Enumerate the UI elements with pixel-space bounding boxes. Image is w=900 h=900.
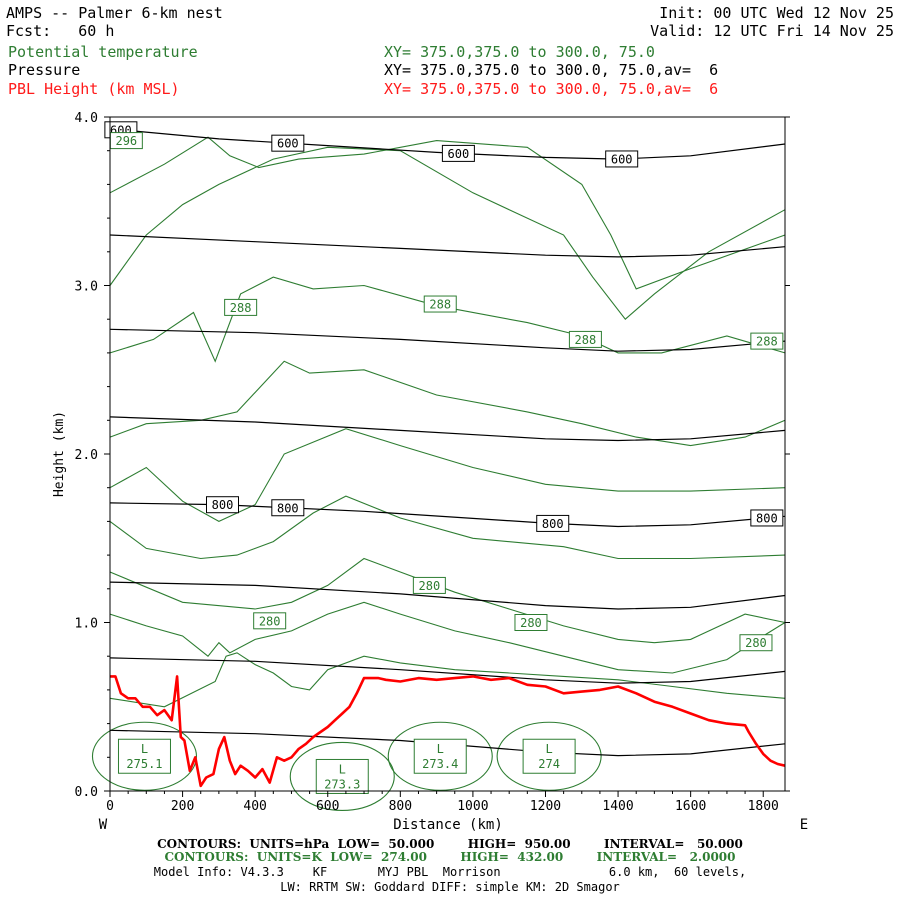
x-tick-label: 1800 [748, 799, 779, 814]
field1-xy: XY= 375.0,375.0 to 300.0, 75.0 [384, 43, 655, 61]
x-tick-label: 400 [243, 799, 266, 814]
theta-minimum-contour [289, 741, 395, 812]
theta-contour-line [109, 146, 786, 320]
east-label: E [800, 817, 808, 833]
pressure-contour-label: 600 [448, 147, 470, 161]
minimum-value: 275.1 [126, 757, 162, 771]
theta-label-box [739, 634, 773, 652]
plot-frame [109, 116, 786, 792]
minimum-marker: L [141, 742, 148, 756]
pressure-contour-line [109, 128, 786, 160]
theta-contour-line [109, 428, 786, 523]
minimum-value: 274 [538, 757, 560, 771]
x-tick-label: 800 [389, 799, 412, 814]
field3-xy: XY= 375.0,375.0 to 300.0, 75.0,av= 6 [384, 80, 719, 98]
theta-contour-line [109, 601, 786, 674]
pressure-contour-line [109, 416, 786, 442]
theta-label-box [750, 332, 784, 350]
theta-contour-label: 280 [520, 616, 542, 630]
x-tick-label: 1600 [675, 799, 706, 814]
pressure-label-box [605, 150, 639, 168]
theta-contour-line [109, 557, 786, 644]
footer-theta-contours: CONTOURS: UNITS=K LOW= 274.00 HIGH= 432.… [164, 850, 736, 864]
field2-name: Pressure [8, 61, 81, 79]
theta-contour-line [109, 495, 786, 560]
minimum-label-box [522, 738, 576, 774]
pressure-contour-label: 800 [212, 498, 234, 512]
theta-label-box [568, 330, 602, 348]
x-tick-label: 1200 [530, 799, 561, 814]
theta-minimum-contour [496, 721, 602, 791]
footer-pressure-contours: CONTOURS: UNITS=hPa LOW= 50.000 HIGH= 95… [157, 837, 743, 851]
minimum-marker: L [339, 762, 346, 776]
forecast-hour: Fcst: 60 h [6, 22, 115, 40]
x-tick-label: 0 [106, 799, 114, 814]
y-tick-label: 0.0 [75, 785, 98, 800]
theta-minimum-contour [91, 721, 198, 791]
pressure-label-box [750, 509, 784, 527]
theta-contour-line [109, 276, 786, 363]
pressure-contour-line [109, 328, 786, 352]
y-tick-label: 4.0 [75, 111, 98, 126]
field1-name: Potential temperature [8, 43, 198, 61]
minimum-marker: L [545, 742, 552, 756]
theta-contour-line [109, 652, 786, 708]
theta-label-box [514, 614, 548, 631]
y-tick-label: 3.0 [75, 280, 98, 295]
pressure-contour-label: 800 [277, 501, 299, 515]
y-tick-label: 2.0 [75, 448, 98, 463]
minimum-value: 273.3 [324, 777, 360, 791]
pressure-contour-line [109, 657, 786, 684]
pressure-contour-label: 600 [277, 137, 299, 151]
theta-contour-label: 280 [419, 579, 441, 593]
theta-contour-label: 280 [259, 614, 281, 628]
y-axis-label: Height (km) [52, 411, 67, 497]
minimum-label-box [413, 738, 467, 774]
field2-xy: XY= 375.0,375.0 to 300.0, 75.0,av= 6 [384, 61, 719, 79]
footer-physics-info: LW: RRTM SW: Goddard DIFF: simple KM: 2D… [280, 880, 620, 894]
pressure-contour-label: 600 [611, 152, 633, 166]
pressure-contour-line [109, 234, 786, 258]
pressure-contour-line [109, 581, 786, 610]
field3-name: PBL Height (km MSL) [8, 80, 180, 98]
theta-contour-line [109, 136, 786, 290]
pressure-contour-label: 800 [756, 511, 778, 525]
minimum-value: 273.4 [422, 757, 458, 771]
init-time: Init: 00 UTC Wed 12 Nov 25 [659, 4, 894, 22]
theta-minimum-contour [387, 721, 493, 791]
theta-label-box [412, 576, 446, 594]
pressure-label-box [271, 134, 305, 152]
theta-contour-label: 288 [756, 335, 778, 349]
pressure-label-box [536, 514, 570, 532]
minimum-marker: L [437, 742, 444, 756]
theta-label-box [423, 295, 457, 313]
theta-contour-line [109, 360, 786, 447]
minimum-label-box [117, 738, 171, 774]
x-tick-label: 1400 [602, 799, 633, 814]
x-axis-label: Distance (km) [393, 817, 503, 833]
theta-contour-label: 280 [745, 636, 767, 650]
pressure-label-box [441, 144, 475, 162]
west-label: W [99, 817, 108, 833]
theta-contour-label: 288 [429, 298, 451, 312]
pressure-label-box [206, 496, 239, 514]
minimum-label-box [315, 758, 369, 794]
x-tick-label: 1000 [457, 799, 488, 814]
y-tick-label: 1.0 [75, 617, 98, 632]
chart-title: AMPS -- Palmer 6-km nest [6, 4, 223, 22]
theta-label-box [224, 298, 258, 316]
theta-contour-label: 288 [230, 301, 252, 315]
x-tick-label: 600 [316, 799, 339, 814]
valid-time: Valid: 12 UTC Fri 14 Nov 25 [650, 22, 894, 40]
pressure-contour-label: 800 [542, 517, 564, 531]
pbl-height-line [110, 675, 786, 788]
theta-label-box [253, 612, 287, 630]
footer-model-info: Model Info: V4.3.3 KF MYJ PBL Morrison 6… [153, 865, 747, 879]
theta-contour-label: 288 [575, 333, 597, 347]
x-tick-label: 200 [171, 799, 194, 814]
theta-contour-label: 296 [115, 134, 137, 148]
pressure-label-box [271, 499, 305, 517]
